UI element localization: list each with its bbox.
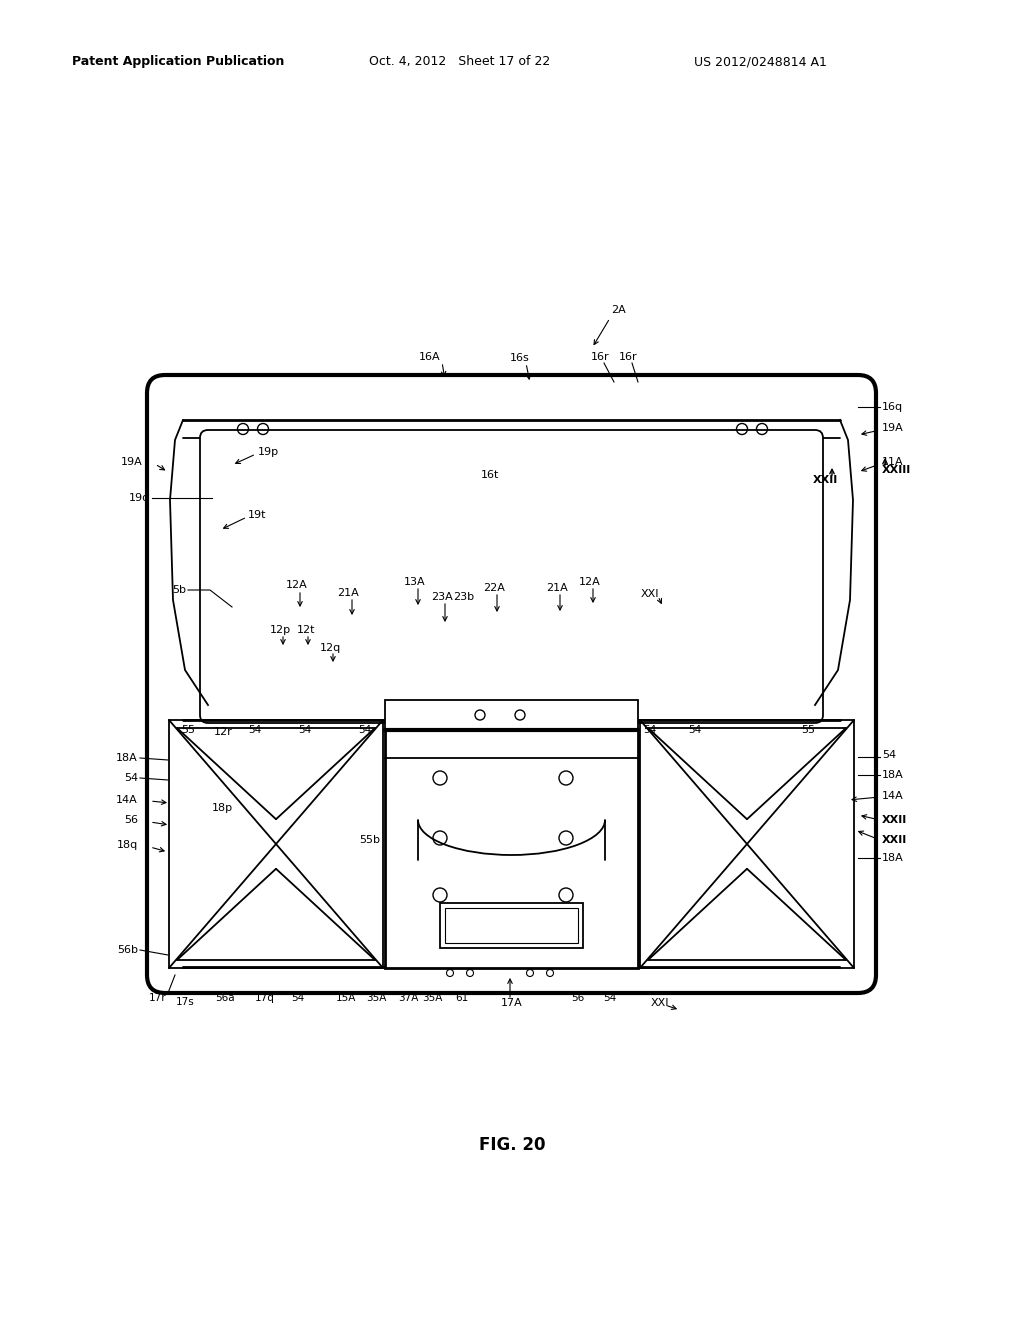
Text: 2A: 2A: [610, 305, 626, 315]
Text: 17r: 17r: [148, 993, 166, 1003]
FancyBboxPatch shape: [200, 430, 823, 723]
Text: 54: 54: [249, 725, 261, 735]
Text: 16r: 16r: [618, 352, 637, 362]
Bar: [445, 908, 578, 942]
Text: 17A: 17A: [501, 998, 523, 1008]
Text: 14A: 14A: [117, 795, 138, 805]
Text: 12q: 12q: [319, 643, 341, 653]
Text: 25A: 25A: [424, 805, 445, 814]
Text: 14A: 14A: [882, 791, 904, 801]
Text: 56: 56: [124, 814, 138, 825]
Text: 25A: 25A: [424, 752, 445, 763]
Text: 12p: 12p: [269, 624, 291, 635]
FancyBboxPatch shape: [147, 375, 876, 993]
Text: 5b: 5b: [172, 585, 186, 595]
Text: 21A: 21A: [337, 587, 358, 598]
Text: XXI: XXI: [650, 998, 670, 1008]
Text: 19A: 19A: [121, 457, 143, 467]
Text: 19A: 19A: [882, 422, 904, 433]
Text: 16q: 16q: [882, 403, 903, 412]
Text: XXII: XXII: [813, 475, 838, 484]
Text: 12t: 12t: [297, 624, 315, 635]
Text: 17s: 17s: [176, 997, 195, 1007]
Text: 12A: 12A: [286, 579, 308, 590]
Text: 18q: 18q: [117, 840, 138, 850]
Text: 37A: 37A: [397, 993, 418, 1003]
Text: 54: 54: [292, 993, 304, 1003]
Text: FIG. 20: FIG. 20: [479, 1137, 545, 1154]
Text: 22A: 22A: [483, 583, 505, 593]
Text: 25A: 25A: [450, 855, 471, 865]
Text: 54: 54: [298, 725, 311, 735]
Text: 54: 54: [124, 774, 138, 783]
Bar: [440, 903, 583, 948]
Bar: [385, 700, 638, 730]
Text: XXII: XXII: [607, 803, 633, 813]
Text: 56b: 56b: [117, 945, 138, 954]
Text: 12A: 12A: [580, 577, 601, 587]
Text: 35A: 35A: [366, 993, 386, 1003]
Text: 64: 64: [574, 906, 589, 915]
Text: 16s: 16s: [510, 352, 529, 363]
Text: 19q: 19q: [129, 492, 150, 503]
Text: 54: 54: [603, 993, 616, 1003]
Text: 23b: 23b: [454, 591, 474, 602]
Text: 55: 55: [801, 725, 815, 735]
Text: 24A: 24A: [499, 708, 521, 718]
Text: 56a: 56a: [215, 993, 234, 1003]
Text: 18A: 18A: [882, 853, 904, 863]
Text: 16A: 16A: [419, 352, 440, 362]
Text: 25A: 25A: [499, 752, 521, 763]
Text: 17q: 17q: [255, 993, 274, 1003]
Text: 12r: 12r: [214, 727, 232, 737]
Text: 54: 54: [882, 750, 896, 760]
Text: 54: 54: [643, 725, 656, 735]
Text: 15A: 15A: [336, 993, 356, 1003]
Text: 11A: 11A: [882, 457, 903, 467]
Text: 16r: 16r: [591, 352, 609, 362]
Text: US 2012/0248814 A1: US 2012/0248814 A1: [693, 55, 826, 69]
Text: XXII: XXII: [882, 836, 907, 845]
Text: 16t: 16t: [481, 470, 499, 480]
Text: 25A: 25A: [419, 708, 441, 718]
Text: 18A: 18A: [882, 770, 904, 780]
Text: XXI: XXI: [641, 589, 659, 599]
Bar: [385, 730, 638, 968]
Text: 35A: 35A: [422, 993, 442, 1003]
Text: 19p: 19p: [258, 447, 280, 457]
Text: Patent Application Publication: Patent Application Publication: [72, 55, 285, 69]
Text: 54: 54: [358, 725, 372, 735]
Text: 21A: 21A: [546, 583, 568, 593]
Text: 19t: 19t: [248, 510, 266, 520]
Text: 25A: 25A: [499, 805, 521, 814]
Text: XXIII: XXIII: [882, 465, 911, 475]
Text: XXII: XXII: [882, 814, 907, 825]
Text: 13A: 13A: [404, 577, 426, 587]
Text: 23A: 23A: [431, 591, 453, 602]
Text: 18p: 18p: [211, 803, 232, 813]
Text: 55: 55: [181, 725, 195, 735]
Text: 54: 54: [688, 725, 701, 735]
Text: Oct. 4, 2012   Sheet 17 of 22: Oct. 4, 2012 Sheet 17 of 22: [370, 55, 551, 69]
Text: 55b: 55b: [359, 836, 381, 845]
Text: 56: 56: [571, 993, 585, 1003]
Text: 18A: 18A: [117, 752, 138, 763]
Text: 61: 61: [456, 993, 469, 1003]
